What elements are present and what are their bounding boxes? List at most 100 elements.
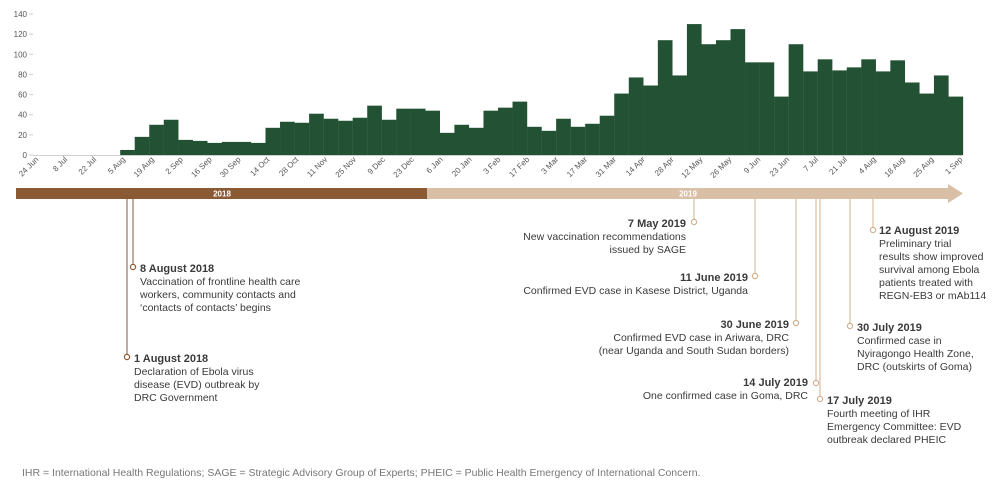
case-bar — [221, 141, 237, 155]
case-bar — [832, 70, 847, 155]
x-tick-label: 24 Jun — [17, 155, 40, 178]
event-title: 11 June 2019 — [680, 272, 748, 284]
x-tick-label: 3 Feb — [482, 155, 503, 176]
y-tick-label: 80 — [18, 70, 27, 79]
event-title: 12 August 2019 — [879, 225, 959, 237]
event-description-line: patients treated with — [879, 277, 973, 289]
footnote: IHR = International Health Regulations; … — [22, 467, 701, 479]
event-marker — [816, 395, 824, 403]
event-description-line: Confirmed EVD case in Kasese District, U… — [523, 285, 748, 297]
event-title: 7 May 2019 — [628, 218, 686, 230]
case-bar — [628, 77, 644, 155]
event-description-line: Preliminary trial — [879, 238, 951, 250]
case-bar — [672, 75, 688, 155]
x-tick-label: 23 Jun — [768, 155, 791, 178]
case-bar — [745, 62, 760, 156]
event-description-line: ‘contacts of contacts’ begins — [140, 302, 271, 314]
case-bar — [585, 123, 600, 155]
event-description-line: Emergency Committee: EVD — [827, 421, 962, 433]
case-bar — [250, 142, 266, 155]
case-bar — [236, 141, 252, 155]
case-bar — [309, 113, 324, 155]
case-bar — [425, 110, 441, 155]
case-bar — [454, 124, 470, 155]
event-title: 17 July 2019 — [827, 395, 892, 407]
case-bar — [381, 119, 397, 155]
case-bar — [599, 115, 615, 155]
case-bar — [367, 105, 382, 155]
case-bar — [788, 44, 804, 155]
x-tick-label: 17 Feb — [507, 155, 531, 179]
x-tick-label: 19 Aug — [132, 155, 156, 179]
event-description-line: Declaration of Ebola virus — [134, 366, 254, 378]
event-description-line: (near Uganda and South Sudan borders) — [599, 345, 789, 357]
case-bar — [715, 40, 731, 155]
x-tick-label: 28 Apr — [653, 155, 676, 178]
x-tick-label: 30 Sep — [218, 155, 243, 180]
case-bar — [657, 40, 673, 155]
case-bar — [512, 101, 528, 155]
x-tick-label: 6 Jan — [425, 155, 445, 175]
x-tick-label: 7 Jul — [802, 155, 820, 173]
y-tick-label: 20 — [18, 131, 27, 140]
event-marker — [792, 319, 800, 327]
timeline-2018-band — [16, 188, 427, 199]
y-tick-label: 0 — [23, 151, 28, 160]
x-tick-label: 11 Nov — [305, 155, 329, 179]
year-2019-label: 2019 — [679, 190, 697, 199]
case-bar — [803, 71, 818, 155]
event-description-line: Vaccination of frontline health care — [140, 276, 300, 288]
event-title: 30 June 2019 — [721, 319, 790, 331]
case-bar — [178, 139, 193, 155]
x-tick-label: 31 Mar — [594, 155, 618, 179]
case-bar — [614, 93, 629, 155]
case-bar — [498, 107, 513, 155]
y-tick-label: 60 — [18, 91, 27, 100]
timeline-2019-band — [427, 188, 948, 199]
event-title: 30 July 2019 — [857, 322, 922, 334]
event-description-line: Confirmed case in — [857, 335, 942, 347]
x-tick-label: 8 Jul — [51, 155, 69, 173]
event-description-line: disease (EVD) outbreak by — [134, 379, 260, 391]
case-bar — [875, 71, 891, 155]
case-bar — [439, 132, 455, 155]
x-tick-label: 14 Oct — [248, 155, 272, 179]
case-bar — [265, 127, 281, 155]
case-bar — [541, 130, 557, 155]
x-tick-label: 22 Jul — [77, 155, 99, 177]
case-bar — [207, 142, 223, 155]
case-bar — [817, 59, 833, 155]
event-marker — [690, 218, 698, 226]
x-tick-label: 14 Apr — [624, 155, 647, 178]
chart-axes: 0 20 40 60 80 100 120 140 — [14, 10, 963, 160]
case-bar — [948, 96, 964, 155]
case-bar — [686, 24, 702, 155]
x-tick-label: 18 Aug — [883, 155, 907, 179]
case-bar — [410, 108, 426, 155]
event-marker — [129, 263, 137, 271]
case-bar — [570, 126, 586, 155]
case-bar — [149, 124, 164, 155]
event-description-line: DRC (outskirts of Goma) — [857, 361, 972, 373]
case-bar — [134, 136, 150, 155]
event-description-line: New vaccination recommendations — [523, 231, 686, 243]
event-description-line: outbreak declared PHEIC — [827, 434, 946, 446]
event-description-line: Fourth meeting of IHR — [827, 408, 931, 420]
bar-series — [120, 24, 964, 156]
x-tick-label: 28 Oct — [277, 155, 301, 179]
x-tick-label: 25 Nov — [334, 155, 358, 179]
y-tick-label: 140 — [14, 10, 28, 19]
x-tick-label: 4 Aug — [857, 155, 878, 176]
event-description-line: workers, community contacts and — [139, 289, 296, 301]
case-bar — [294, 122, 310, 155]
y-tick-label: 100 — [14, 50, 28, 59]
x-tick-label: 5 Aug — [106, 155, 127, 176]
event-marker — [751, 272, 759, 280]
event-description-line: Nyiragongo Health Zone, — [857, 348, 974, 360]
timeline-arrow: 2018 2019 — [16, 184, 963, 203]
timeline-arrowhead — [948, 184, 963, 203]
case-bar — [163, 119, 179, 155]
case-bar — [468, 127, 484, 155]
case-bar — [759, 62, 775, 156]
